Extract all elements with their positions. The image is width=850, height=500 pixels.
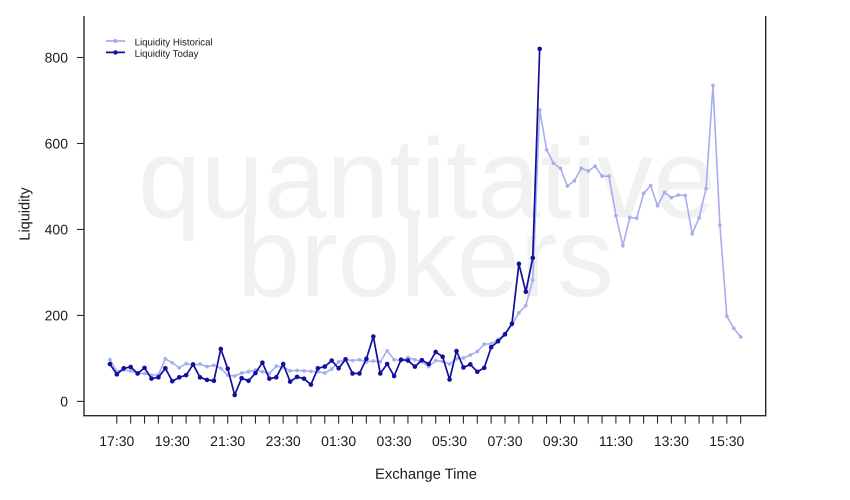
svg-text:400: 400 xyxy=(45,221,69,237)
svg-text:Liquidity Today: Liquidity Today xyxy=(135,49,199,60)
svg-text:600: 600 xyxy=(45,135,69,151)
svg-text:01:30: 01:30 xyxy=(321,433,356,449)
svg-text:0: 0 xyxy=(60,393,68,409)
svg-text:Liquidity: Liquidity xyxy=(18,187,34,241)
svg-text:800: 800 xyxy=(45,49,69,65)
svg-text:17:30: 17:30 xyxy=(99,433,134,449)
svg-text:23:30: 23:30 xyxy=(266,433,301,449)
svg-text:15:30: 15:30 xyxy=(709,433,744,449)
svg-text:07:30: 07:30 xyxy=(487,433,522,449)
svg-text:quantitative: quantitative xyxy=(138,116,716,242)
svg-text:brokers: brokers xyxy=(237,194,614,320)
svg-text:200: 200 xyxy=(45,307,69,323)
svg-text:11:30: 11:30 xyxy=(599,433,633,449)
svg-text:21:30: 21:30 xyxy=(210,433,245,449)
svg-text:Liquidity Historical: Liquidity Historical xyxy=(135,37,213,48)
svg-text:Exchange Time: Exchange Time xyxy=(375,467,477,483)
svg-text:09:30: 09:30 xyxy=(543,433,578,449)
svg-text:05:30: 05:30 xyxy=(432,433,467,449)
svg-text:03:30: 03:30 xyxy=(377,433,412,449)
svg-text:13:30: 13:30 xyxy=(654,433,689,449)
svg-text:19:30: 19:30 xyxy=(155,433,190,449)
